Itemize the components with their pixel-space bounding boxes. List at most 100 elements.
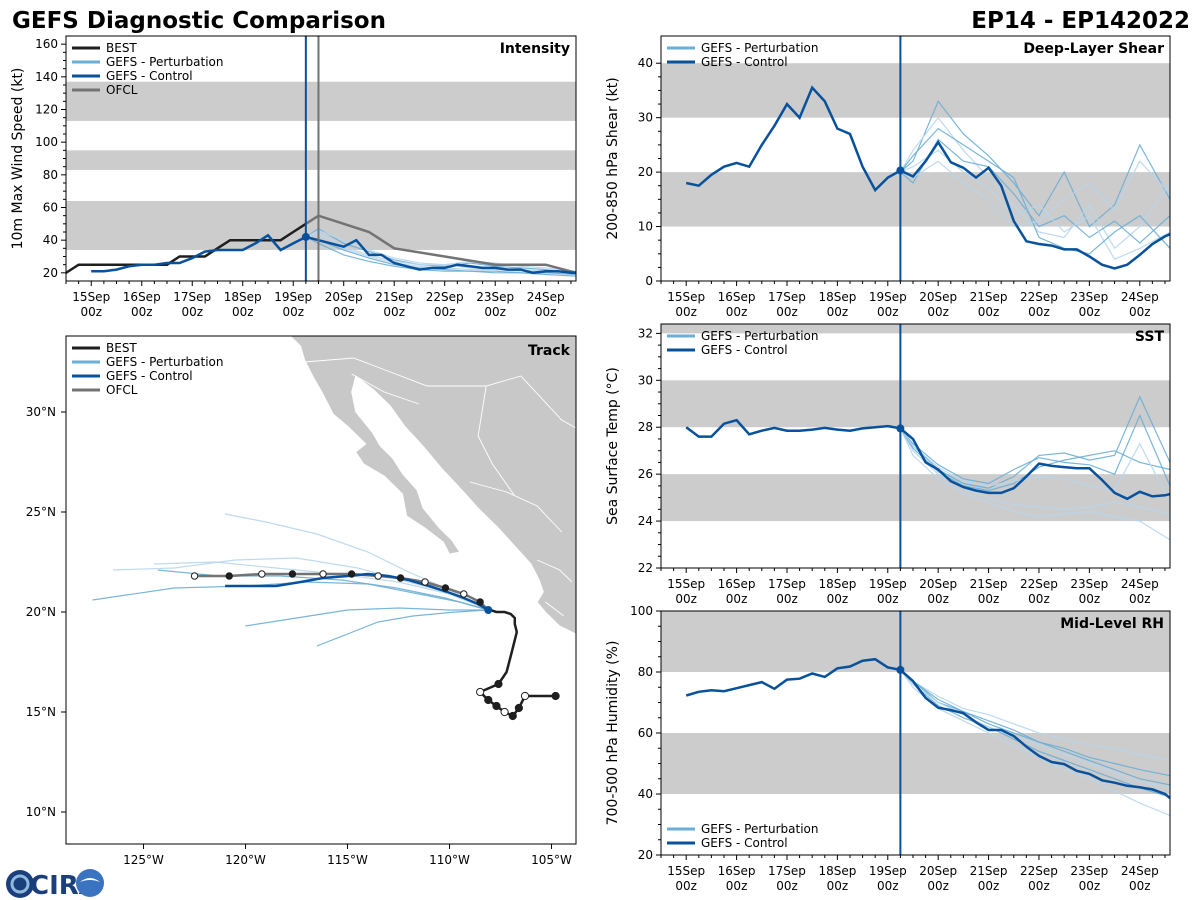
x-tick-day-9: 24Sep bbox=[1121, 577, 1159, 591]
x-tick-hour-6: 00z bbox=[978, 592, 1000, 606]
legend-label-1: GEFS - Control bbox=[701, 55, 788, 69]
x-tick-day-3: 18Sep bbox=[818, 864, 856, 878]
x-tick-hour-3: 00z bbox=[827, 592, 849, 606]
lat-tick-label-1: 15°N bbox=[26, 705, 56, 719]
panel-title: Intensity bbox=[500, 41, 570, 57]
rh-panel: 2040608010015Sep00z16Sep00z17Sep00z18Sep… bbox=[605, 604, 1171, 893]
legend-label-1: GEFS - Control bbox=[701, 836, 788, 850]
x-tick-hour-1: 00z bbox=[131, 305, 153, 319]
x-tick-day-5: 20Sep bbox=[919, 290, 957, 304]
logo-ring-icon bbox=[10, 874, 30, 894]
legend-label-0: BEST bbox=[106, 41, 137, 55]
y-axis-title: 200-850 hPa Shear (kt) bbox=[605, 77, 621, 239]
ofcl-marker-7 bbox=[347, 570, 356, 578]
y-tick-label-4: 40 bbox=[638, 56, 653, 70]
ofcl-marker-10 bbox=[258, 570, 266, 578]
x-tick-day-7: 22Sep bbox=[1020, 864, 1058, 878]
x-tick-hour-8: 00z bbox=[1079, 305, 1101, 319]
threshold-band-0 bbox=[66, 200, 576, 250]
x-tick-day-9: 24Sep bbox=[1121, 290, 1159, 304]
y-tick-label-4: 100 bbox=[630, 604, 653, 618]
x-tick-day-4: 19Sep bbox=[869, 864, 907, 878]
x-tick-day-6: 21Sep bbox=[970, 577, 1008, 591]
panel-title: Track bbox=[528, 343, 571, 359]
legend-label-1: GEFS - Perturbation bbox=[106, 355, 223, 369]
x-tick-hour-5: 00z bbox=[927, 879, 949, 893]
x-tick-hour-0: 00z bbox=[675, 305, 697, 319]
x-tick-day-8: 23Sep bbox=[476, 290, 514, 304]
lon-tick-label-4: 105°W bbox=[531, 853, 572, 867]
perturbation-line-2 bbox=[899, 413, 1170, 487]
lat-tick-label-2: 20°N bbox=[26, 605, 56, 619]
y-tick-label-3: 80 bbox=[638, 665, 653, 679]
best-marker-8 bbox=[494, 679, 503, 689]
x-tick-day-2: 17Sep bbox=[768, 577, 806, 591]
x-tick-day-6: 21Sep bbox=[970, 290, 1008, 304]
x-tick-day-6: 21Sep bbox=[970, 864, 1008, 878]
x-tick-hour-3: 00z bbox=[827, 305, 849, 319]
x-tick-day-4: 19Sep bbox=[869, 577, 907, 591]
x-tick-day-0: 15Sep bbox=[667, 864, 705, 878]
perturbation-track-4 bbox=[245, 607, 489, 627]
perturbation-line-1 bbox=[899, 116, 1170, 250]
plot-area bbox=[66, 214, 576, 277]
y-tick-label-2: 60 bbox=[638, 726, 653, 740]
ofcl-line bbox=[305, 214, 576, 275]
y-axis-title: Sea Surface Temp (°C) bbox=[605, 367, 621, 525]
figure-title: GEFS Diagnostic Comparison bbox=[12, 8, 386, 34]
x-tick-day-1: 16Sep bbox=[718, 290, 756, 304]
y-tick-label-1: 24 bbox=[638, 514, 653, 528]
y-tick-label-5: 32 bbox=[638, 326, 653, 340]
threshold-band-2 bbox=[66, 81, 576, 121]
x-tick-day-8: 23Sep bbox=[1070, 577, 1108, 591]
best-line bbox=[66, 222, 307, 274]
best-marker-3 bbox=[508, 711, 517, 721]
perturbation-track-2 bbox=[316, 609, 489, 647]
map-frame bbox=[65, 335, 577, 845]
threshold-band-1 bbox=[661, 611, 1170, 672]
x-tick-day-1: 16Sep bbox=[718, 577, 756, 591]
x-tick-hour-4: 00z bbox=[282, 305, 304, 319]
x-tick-day-6: 21Sep bbox=[375, 290, 413, 304]
track-panel: 125°W 120°W 115°W 110°W 105°W 10°N 15°N 20°N 25°… bbox=[26, 335, 577, 867]
y-tick-label-4: 30 bbox=[638, 373, 653, 387]
threshold-band-2 bbox=[661, 324, 1170, 334]
x-tick-day-1: 16Sep bbox=[123, 290, 161, 304]
perturbation-line-4 bbox=[305, 236, 576, 276]
threshold-band-1 bbox=[66, 150, 576, 170]
perturbation-line-4 bbox=[900, 669, 1170, 786]
perturbation-line-5 bbox=[900, 160, 1170, 228]
x-tick-day-7: 22Sep bbox=[1020, 577, 1058, 591]
x-tick-day-9: 24Sep bbox=[527, 290, 565, 304]
intensity-panel: 2040608010012014016015Sep00z16Sep00z17Se… bbox=[10, 35, 577, 319]
x-tick-day-4: 19Sep bbox=[869, 290, 907, 304]
ofcl-marker-1 bbox=[476, 598, 484, 606]
x-tick-hour-9: 00z bbox=[1129, 879, 1151, 893]
legend-label-1: GEFS - Perturbation bbox=[106, 55, 223, 69]
threshold-band-0 bbox=[661, 474, 1170, 522]
x-tick-hour-6: 00z bbox=[383, 305, 405, 319]
ofcl-marker-6 bbox=[374, 572, 382, 580]
best-marker-0 bbox=[551, 691, 560, 701]
legend-label-0: GEFS - Perturbation bbox=[701, 822, 818, 836]
x-tick-hour-6: 00z bbox=[978, 879, 1000, 893]
y-tick-label-5: 120 bbox=[35, 103, 58, 117]
state-border-4 bbox=[537, 559, 573, 583]
y-tick-label-0: 20 bbox=[43, 266, 58, 280]
x-tick-hour-4: 00z bbox=[877, 592, 899, 606]
x-tick-day-0: 15Sep bbox=[667, 577, 705, 591]
x-tick-hour-2: 00z bbox=[776, 592, 798, 606]
ofcl-marker-12 bbox=[190, 572, 199, 580]
y-tick-label-0: 0 bbox=[645, 274, 653, 288]
perturbation-line-5 bbox=[899, 428, 1170, 503]
best-marker-7 bbox=[476, 687, 485, 697]
x-tick-day-7: 22Sep bbox=[426, 290, 464, 304]
x-tick-day-5: 20Sep bbox=[325, 290, 363, 304]
x-tick-hour-7: 00z bbox=[1028, 305, 1050, 319]
ofcl-marker-2 bbox=[460, 590, 468, 598]
perturbation-line-1 bbox=[899, 428, 1170, 515]
init-point bbox=[896, 665, 905, 674]
x-tick-day-3: 18Sep bbox=[224, 290, 262, 304]
x-tick-hour-4: 00z bbox=[877, 305, 899, 319]
y-tick-label-3: 28 bbox=[638, 420, 653, 434]
